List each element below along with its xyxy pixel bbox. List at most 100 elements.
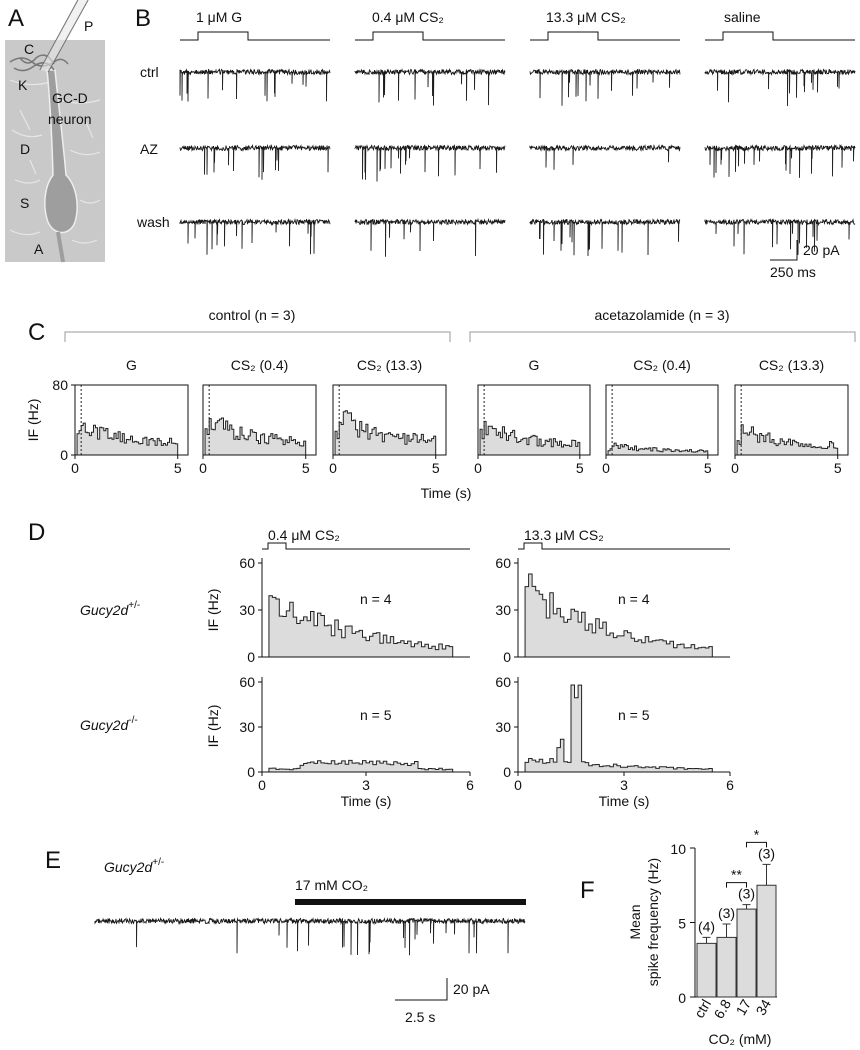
x-tick-label: 5 <box>432 460 440 476</box>
n-label: n = 4 <box>618 591 650 607</box>
stimulus-trace <box>262 542 730 550</box>
y-tick-label: 0 <box>678 990 686 1006</box>
x-tick-label: 3 <box>362 777 370 793</box>
n-label: n = 4 <box>360 591 392 607</box>
y-tick-label: 60 <box>495 674 511 690</box>
panel-label: A <box>8 5 24 32</box>
current-trace <box>529 218 681 257</box>
error-bar <box>702 936 711 944</box>
current-trace <box>94 916 526 956</box>
scale-label: 2.5 s <box>405 1009 435 1025</box>
x-tick-label: 0 <box>514 777 522 793</box>
stimulus-trace <box>180 31 330 41</box>
current-trace <box>529 143 681 170</box>
row-label: ctrl <box>140 64 159 80</box>
genotype: -/- <box>128 715 137 726</box>
x-tick-label: 0 <box>474 460 482 476</box>
x-tick-label: 17 <box>732 996 754 1018</box>
current-trace <box>704 68 856 107</box>
significance-bracket <box>726 882 747 888</box>
plot-title: CS₂ (0.4) <box>633 357 691 373</box>
stimulus-trace <box>355 31 505 41</box>
x-axis-label: Time (s) <box>421 485 472 501</box>
scale-label: 20 pA <box>803 242 840 258</box>
x-tick-label: 5 <box>302 460 310 476</box>
current-trace <box>354 68 506 106</box>
panel-label: E <box>45 847 61 874</box>
y-tick-label: 30 <box>495 719 511 735</box>
n-label: (4) <box>698 918 715 934</box>
scale-bar <box>770 240 798 261</box>
n-label: (3) <box>738 886 755 902</box>
scale-label: 250 ms <box>770 264 816 280</box>
stimulus-label: 13.3 μM CS₂ <box>546 9 626 25</box>
y-tick-label: 0 <box>503 764 511 780</box>
stimulus-label: saline <box>724 9 761 25</box>
plot-frame <box>734 384 849 456</box>
y-tick-label: 30 <box>495 602 511 618</box>
histogram <box>334 410 437 456</box>
x-tick-label: 6 <box>466 777 474 793</box>
stimulus-label: 0.4 μM CS₂ <box>372 9 444 25</box>
group-bracket <box>64 331 856 342</box>
n-label: n = 5 <box>360 707 392 723</box>
x-tick-label: 0 <box>258 777 266 793</box>
label-pipette: P <box>84 18 93 34</box>
plot-frame <box>332 384 447 456</box>
x-tick-label: 3 <box>620 777 628 793</box>
histogram <box>524 684 713 773</box>
x-tick-label: 34 <box>752 996 774 1018</box>
genotype-label: Gucy2d+/- <box>80 600 140 618</box>
y-tick-label: 30 <box>239 719 255 735</box>
stimulus-trace <box>705 31 855 41</box>
genotype-label: Gucy2d+/- <box>104 857 164 875</box>
histogram <box>268 595 454 658</box>
histogram <box>607 442 709 456</box>
axes <box>261 677 470 773</box>
y-axis-label: IF (Hz) <box>205 589 221 632</box>
label-cilia: C <box>24 41 34 57</box>
stimulus-label: 17 mM CO₂ <box>295 877 368 893</box>
x-tick-label: 0 <box>71 460 79 476</box>
stimulus-bar <box>295 899 526 905</box>
x-tick-label: 0 <box>602 460 610 476</box>
neuron-image <box>5 0 105 263</box>
current-trace <box>704 143 856 178</box>
y-tick-label: 0 <box>247 764 255 780</box>
axes <box>517 677 730 773</box>
significance-label: ** <box>731 867 742 883</box>
genotype: +/- <box>152 857 164 868</box>
gene: Gucy2d <box>80 717 129 733</box>
plot-title: G <box>126 357 137 373</box>
panel-label: D <box>28 519 45 546</box>
histogram <box>524 573 713 658</box>
n-label: (3) <box>718 905 735 921</box>
scale-label: 20 pA <box>453 981 490 997</box>
genotype-label: Gucy2d-/- <box>80 715 138 733</box>
histogram <box>204 417 307 456</box>
stimulus-label: 13.3 μM CS₂ <box>524 527 604 543</box>
x-tick-label: 5 <box>576 460 584 476</box>
y-tick-label: 30 <box>239 602 255 618</box>
stimulus-label: 1 μM G <box>196 9 242 25</box>
x-tick-label: ctrl <box>691 997 714 1021</box>
x-tick-label: 0 <box>329 460 337 476</box>
significance-label: * <box>754 826 760 842</box>
x-axis-label: Time (s) <box>599 793 650 809</box>
stimulus-trace <box>530 31 680 41</box>
y-axis-label: spike frequency (Hz) <box>645 858 661 986</box>
x-axis-label: Time (s) <box>341 793 392 809</box>
plot-title: CS₂ (13.3) <box>759 357 824 373</box>
gene: Gucy2d <box>104 859 153 875</box>
group-title: acetazolamide (n = 3) <box>594 307 729 323</box>
y-tick-label: 10 <box>670 841 686 857</box>
row-label: AZ <box>140 141 158 157</box>
n-label: n = 5 <box>618 707 650 723</box>
current-trace <box>179 143 331 180</box>
current-trace <box>179 218 331 255</box>
label-dendrite: D <box>20 141 30 157</box>
bar <box>736 908 757 998</box>
significance-bracket <box>746 841 767 848</box>
y-tick-label: 0 <box>503 649 511 665</box>
y-tick-label: 5 <box>678 916 686 932</box>
